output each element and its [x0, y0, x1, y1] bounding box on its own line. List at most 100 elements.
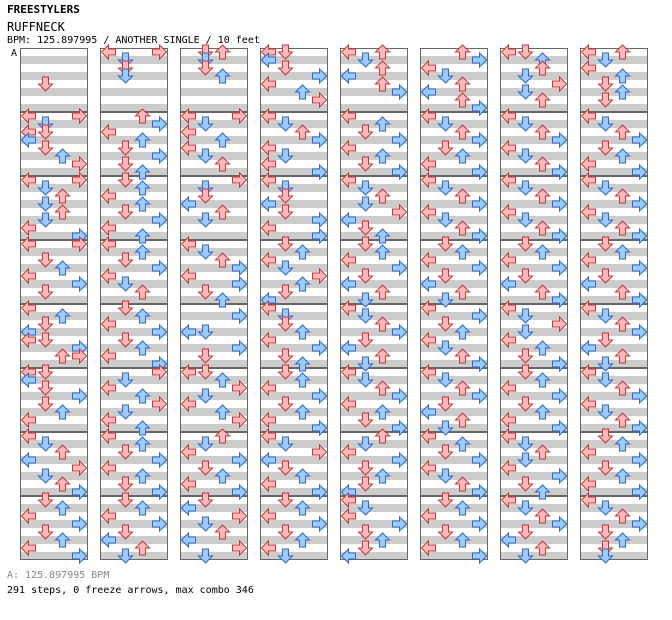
step-arrow-right [632, 259, 648, 277]
step-arrow-right [472, 99, 488, 117]
step-arrow-down [37, 524, 54, 540]
step-arrow-right [392, 515, 408, 533]
step-arrow-up [294, 244, 311, 260]
step-arrow-down [357, 332, 374, 348]
step-arrow-right [232, 171, 248, 189]
step-arrow-up [374, 284, 391, 300]
step-arrow-down [597, 180, 614, 196]
step-arrow-up [294, 84, 311, 100]
measure-box [20, 240, 88, 304]
step-arrow-down [357, 52, 374, 68]
step-arrow-down [437, 444, 454, 460]
step-arrow-up [54, 532, 71, 548]
step-arrow-left [580, 43, 596, 61]
step-arrow-down [597, 548, 614, 564]
step-arrow-down [357, 156, 374, 172]
step-arrow-up [294, 356, 311, 372]
step-arrow-up [614, 380, 631, 396]
step-arrow-right [152, 115, 168, 133]
step-arrow-down [197, 284, 214, 300]
step-arrow-left [180, 323, 196, 341]
step-arrow-right [152, 395, 168, 413]
step-arrow-left [100, 219, 116, 237]
step-arrow-right [392, 419, 408, 437]
step-arrow-down [197, 148, 214, 164]
step-arrow-up [134, 436, 151, 452]
step-arrow-down [277, 260, 294, 276]
step-arrow-left [260, 451, 276, 469]
step-arrow-down [597, 372, 614, 388]
step-arrow-left [420, 275, 436, 293]
step-arrow-down [357, 500, 374, 516]
step-arrow-up [614, 124, 631, 140]
measure-box [100, 496, 168, 560]
measure-box [180, 176, 248, 240]
step-arrow-right [72, 347, 88, 365]
step-arrow-up [454, 436, 471, 452]
step-arrow-left [100, 235, 116, 253]
step-arrow-left [260, 171, 276, 189]
step-arrow-down [277, 524, 294, 540]
step-arrow-down [277, 316, 294, 332]
step-arrow-left [20, 451, 36, 469]
step-arrow-right [632, 483, 648, 501]
step-arrow-left [100, 315, 116, 333]
step-arrow-left [340, 339, 356, 357]
step-arrow-down [597, 404, 614, 420]
step-arrow-up [214, 404, 231, 420]
step-arrow-down [117, 172, 134, 188]
step-arrow-up [134, 308, 151, 324]
step-arrow-up [294, 532, 311, 548]
measure-box [420, 240, 488, 304]
step-arrow-right [152, 259, 168, 277]
step-arrow-left [340, 299, 356, 317]
step-arrow-right [152, 147, 168, 165]
step-arrow-right [232, 451, 248, 469]
step-arrow-right [312, 67, 328, 85]
step-arrow-down [437, 236, 454, 252]
step-arrow-right [72, 459, 88, 477]
step-arrow-left [100, 123, 116, 141]
step-arrow-up [454, 92, 471, 108]
step-arrow-right [632, 131, 648, 149]
step-arrow-left [180, 123, 196, 141]
step-arrow-down [517, 116, 534, 132]
measure-box [500, 432, 568, 496]
measure-box [260, 112, 328, 176]
measure-box [260, 496, 328, 560]
measure-box [100, 240, 168, 304]
step-arrow-left [500, 275, 516, 293]
step-arrow-left [20, 267, 36, 285]
step-arrow-left [340, 443, 356, 461]
step-arrow-right [312, 227, 328, 245]
bpm-summary: A: 125.897995 BPM [7, 570, 110, 581]
step-arrow-down [117, 548, 134, 564]
step-arrow-up [374, 532, 391, 548]
step-arrow-left [420, 155, 436, 173]
step-arrow-right [232, 259, 248, 277]
step-arrow-right [472, 227, 488, 245]
step-arrow-up [534, 372, 551, 388]
step-arrow-up [214, 292, 231, 308]
step-arrow-down [357, 220, 374, 236]
step-arrow-up [534, 156, 551, 172]
measure-box [500, 496, 568, 560]
step-arrow-down [357, 124, 374, 140]
step-arrow-right [632, 451, 648, 469]
step-arrow-right [392, 203, 408, 221]
step-arrow-up [54, 204, 71, 220]
step-arrow-left [180, 363, 196, 381]
step-arrow-up [374, 44, 391, 60]
step-arrow-down [197, 388, 214, 404]
step-arrow-left [260, 51, 276, 69]
step-arrow-up [134, 180, 151, 196]
step-arrow-right [472, 355, 488, 373]
step-arrow-left [420, 363, 436, 381]
step-arrow-down [517, 236, 534, 252]
step-arrow-down [437, 316, 454, 332]
step-arrow-up [614, 68, 631, 84]
step-arrow-right [312, 443, 328, 461]
step-arrow-down [597, 52, 614, 68]
section-marker: A [11, 48, 18, 59]
step-arrow-left [340, 211, 356, 229]
